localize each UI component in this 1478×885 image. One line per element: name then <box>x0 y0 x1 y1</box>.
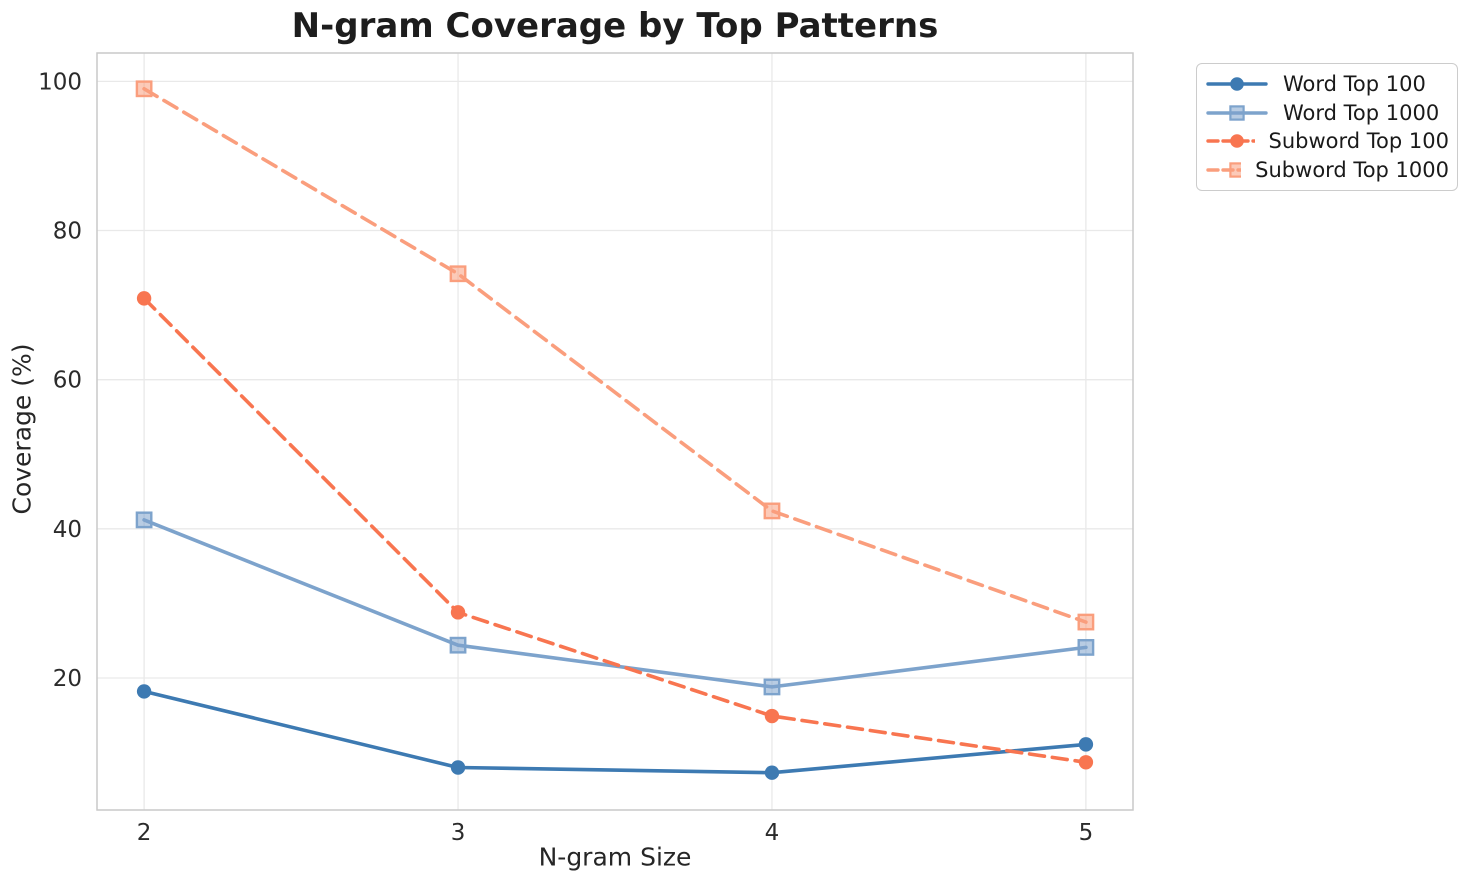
legend-label: Word Top 100 <box>1283 72 1426 97</box>
series-markers-subword-top-100 <box>136 291 1094 770</box>
x-axis-label: N-gram Size <box>538 842 692 872</box>
y-axis-label: Coverage (%) <box>7 343 37 515</box>
plot-border <box>96 52 1134 811</box>
series-line-word-top-1000 <box>142 518 1088 689</box>
y-tick-label: 40 <box>53 517 82 543</box>
tick-labels: 20 40 60 80 100 2 3 4 5 <box>38 69 1093 846</box>
series-markers-subword-top-1000 <box>135 80 1095 631</box>
chart-title: N-gram Coverage by Top Patterns <box>291 6 939 46</box>
legend-label: Word Top 1000 <box>1283 100 1440 125</box>
legend-label: Subword Top 1000 <box>1255 157 1449 182</box>
legend-label: Subword Top 100 <box>1268 129 1449 154</box>
y-tick-label: 80 <box>53 219 82 245</box>
data-point <box>449 636 467 654</box>
legend: Word Top 100 Word Top 1000 Subword Top 100… <box>1196 63 1458 191</box>
legend-sample-word-top-100 <box>1206 77 1268 92</box>
legend-item-subword-top-100: Subword Top 100 <box>1205 129 1449 153</box>
legend-item-word-top-1000: Word Top 1000 <box>1205 101 1449 125</box>
legend-item-word-top-100: Word Top 100 <box>1205 72 1449 96</box>
data-point <box>1078 755 1094 770</box>
data-point <box>764 708 780 724</box>
x-tick-label: 4 <box>765 820 780 846</box>
data-point <box>763 678 781 696</box>
data-point <box>1077 639 1095 656</box>
data-point <box>136 291 152 306</box>
data-point <box>763 502 781 520</box>
data-point <box>1077 613 1095 631</box>
data-point <box>1078 737 1094 752</box>
y-tick-label: 60 <box>53 368 82 394</box>
data-point <box>764 765 780 780</box>
data-point <box>136 684 152 699</box>
data-point <box>135 511 153 529</box>
legend-item-subword-top-1000: Subword Top 1000 <box>1205 158 1449 182</box>
data-point <box>449 265 467 283</box>
series-line-word-top-100 <box>142 689 1088 775</box>
y-tick-label: 100 <box>38 69 82 95</box>
gridlines <box>97 53 1133 810</box>
y-tick-label: 20 <box>53 666 82 692</box>
data-point <box>135 80 153 98</box>
series-markers-word-top-1000 <box>135 511 1095 696</box>
legend-sample-subword-top-1000 <box>1206 161 1242 178</box>
data-point <box>450 605 466 620</box>
series-line-subword-top-100 <box>142 296 1088 765</box>
data-point <box>450 760 466 775</box>
x-tick-label: 5 <box>1079 820 1094 846</box>
legend-sample-word-top-1000 <box>1206 105 1268 121</box>
series-markers-word-top-100 <box>136 684 1094 780</box>
x-tick-label: 2 <box>137 820 152 846</box>
legend-sample-subword-top-100 <box>1206 134 1255 148</box>
x-tick-label: 3 <box>451 820 466 846</box>
series-line-subword-top-1000 <box>142 87 1088 624</box>
